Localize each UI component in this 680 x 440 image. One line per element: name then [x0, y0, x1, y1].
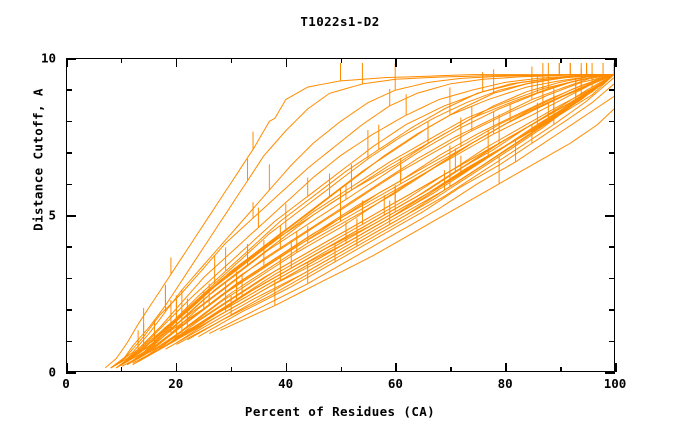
- data-curve: [122, 75, 614, 367]
- data-curve: [198, 84, 614, 337]
- x-tick-label: 40: [278, 376, 294, 391]
- x-tick-top: [615, 58, 617, 67]
- y-tick: [66, 372, 76, 374]
- data-curve: [116, 63, 614, 365]
- data-curve: [111, 72, 614, 368]
- data-curve: [122, 75, 614, 365]
- chart-title: T1022s1-D2: [300, 14, 380, 29]
- x-tick-label: 0: [62, 376, 70, 391]
- y-axis-label: Distance Cutoff, A: [30, 88, 46, 231]
- data-curve: [144, 75, 614, 356]
- plot-area: [66, 58, 615, 372]
- data-curve: [176, 78, 614, 345]
- data-curve: [187, 63, 614, 340]
- data-curve: [116, 63, 614, 368]
- data-curve: [149, 63, 614, 352]
- x-tick-label: 20: [168, 376, 184, 391]
- data-curve: [165, 75, 614, 350]
- data-curve: [127, 75, 614, 365]
- data-curve: [116, 63, 614, 368]
- data-curve: [111, 63, 614, 368]
- data-curve: [111, 63, 614, 368]
- x-axis-label: Percent of Residues (CA): [244, 404, 436, 419]
- y-tick-right: [605, 372, 615, 374]
- data-curve: [111, 63, 614, 368]
- x-tick-label: 80: [497, 376, 513, 391]
- y-tick-label: 5: [48, 207, 56, 223]
- data-curve: [116, 63, 614, 368]
- y-tick-label: 0: [48, 364, 56, 380]
- data-curve: [165, 63, 614, 346]
- data-curve: [220, 109, 614, 331]
- x-tick-label: 100: [603, 376, 627, 391]
- data-curve: [127, 75, 614, 362]
- data-curve: [127, 67, 614, 365]
- x-tick-label: 60: [387, 376, 403, 391]
- data-curve: [209, 96, 614, 333]
- data-curves-layer: [67, 59, 614, 371]
- data-curve: [105, 63, 614, 368]
- x-tick: [615, 363, 617, 372]
